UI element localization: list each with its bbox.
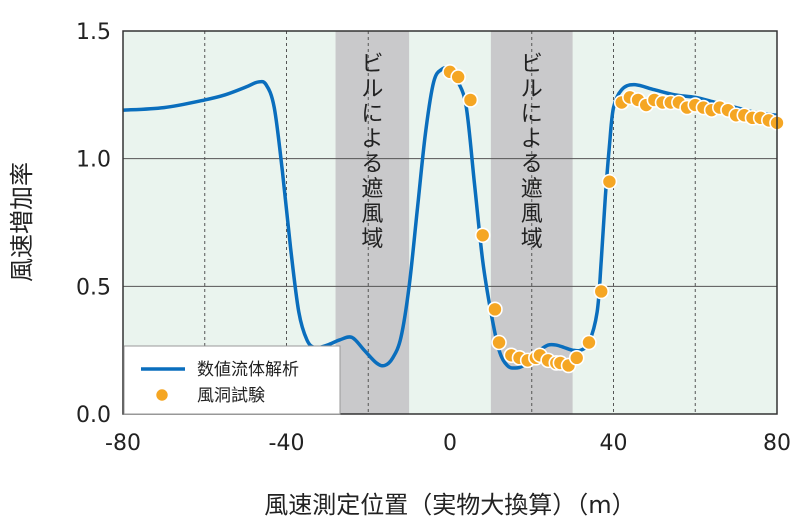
series-layer <box>122 64 785 374</box>
y-tick-labels: 0.0 0.5 1.0 1.5 <box>76 20 111 428</box>
y-tick-label: 0.5 <box>76 275 111 300</box>
x-tick-label: 40 <box>600 431 628 456</box>
wind-tunnel-point <box>474 227 491 244</box>
y-tick-label: 1.0 <box>76 148 111 173</box>
x-tick-label: 80 <box>763 431 791 456</box>
wind-tunnel-point <box>601 173 618 190</box>
legend-box <box>123 345 341 415</box>
legend: 数値流体解析 風洞試験 <box>123 345 341 415</box>
y-tick-label: 1.5 <box>76 20 111 45</box>
shaded-region-label-2: ビルによる遮風域 <box>521 52 543 252</box>
shaded-region-labels: ビルによる遮風域 ビルによる遮風域 <box>361 52 542 252</box>
plot-frame <box>122 30 778 415</box>
x-axis-title: 風速測定位置（実物大換算）（m） <box>264 491 635 519</box>
y-tick-label: 0.0 <box>76 403 111 428</box>
legend-marker-swatch <box>154 387 170 403</box>
wind-tunnel-point <box>450 69 466 85</box>
x-tick-label: -80 <box>105 431 141 456</box>
wind-tunnel-point <box>491 334 507 351</box>
wind-tunnel-point <box>462 92 479 108</box>
wind-tunnel-point <box>581 334 597 351</box>
wind-tunnel-point <box>487 301 503 318</box>
shaded-regions <box>335 31 573 414</box>
x-tick-labels: -80 -40 0 40 80 <box>105 431 791 456</box>
wind-tunnel-point <box>593 283 610 300</box>
x-tick-label: -40 <box>269 431 305 456</box>
wind-tunnel-point <box>568 350 585 366</box>
x-tick-label: 0 <box>443 431 457 456</box>
shaded-region-label-1: ビルによる遮風域 <box>361 52 383 252</box>
legend-label-cfd: 数値流体解析 <box>197 360 299 380</box>
y-axis-title: 風速増加率 <box>8 162 36 282</box>
legend-label-wind-tunnel: 風洞試験 <box>197 386 265 406</box>
cfd-line <box>122 65 778 370</box>
